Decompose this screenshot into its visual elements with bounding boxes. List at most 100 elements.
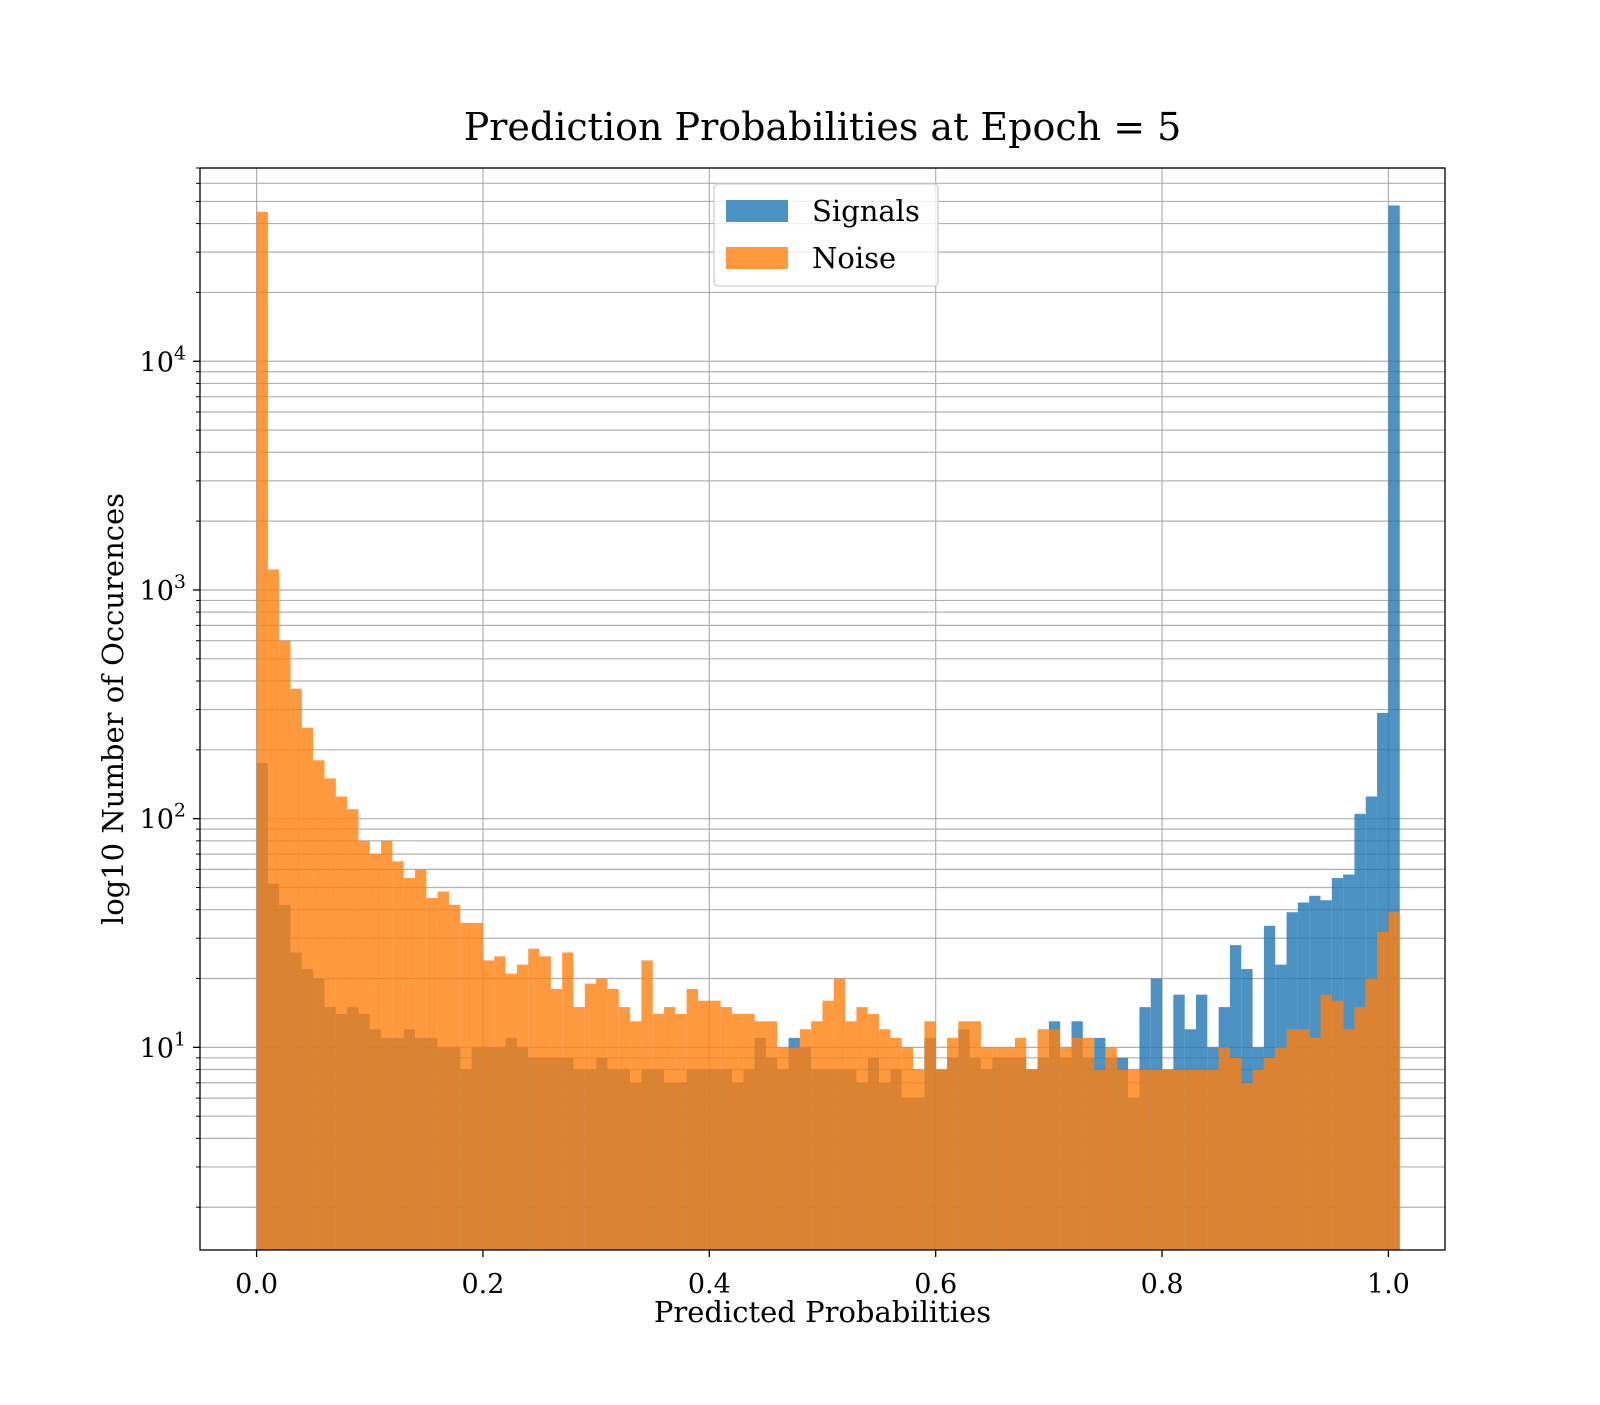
bar-noise <box>1094 1069 1106 1250</box>
x-tick-label: 0.6 <box>914 1269 957 1300</box>
plot-frame <box>199 167 1446 1251</box>
bar-noise <box>528 948 540 1250</box>
bar-noise <box>279 640 291 1250</box>
bar-noise <box>369 854 382 1250</box>
bar-noise <box>709 1000 721 1250</box>
bar-noise <box>1037 1029 1049 1250</box>
bar-noise <box>652 1013 665 1250</box>
x-axis-label: Predicted Probabilities <box>654 1295 991 1329</box>
bar-noise <box>799 1029 812 1250</box>
bar-noise <box>765 1021 778 1250</box>
chart-title: Prediction Probabilities at Epoch = 5 <box>464 105 1182 149</box>
bar-noise <box>913 1069 925 1250</box>
bar-noise <box>924 1021 936 1250</box>
bar-noise <box>562 952 574 1250</box>
bar-noise <box>392 861 404 1250</box>
bar-noise <box>1320 994 1332 1250</box>
bar-noise <box>698 1000 710 1250</box>
bar-noise <box>313 760 325 1250</box>
bar-noise <box>811 1021 823 1250</box>
x-tick-label: 1.0 <box>1367 1269 1410 1300</box>
bar-signals <box>1388 205 1400 1251</box>
axis-ticks: 0.0 0.2 0.4 0.6 0.8 1.0 101 102 103 104 <box>140 167 1410 1300</box>
bar-noise <box>1263 1057 1276 1250</box>
bar-noise <box>1377 931 1389 1250</box>
bar-noise <box>743 1013 755 1250</box>
bar-noise <box>686 988 698 1250</box>
bar-noise <box>1128 1069 1140 1250</box>
bar-noise <box>788 1047 800 1250</box>
bar-noise <box>856 1007 868 1250</box>
legend-swatch-signals <box>726 200 788 222</box>
bar-noise <box>901 1047 914 1250</box>
bar-noise <box>301 727 314 1250</box>
bar-noise <box>754 1021 766 1250</box>
bar-noise <box>607 988 619 1250</box>
bar-noise <box>347 809 359 1250</box>
bar-noise <box>494 956 506 1250</box>
bar-noise <box>1139 1069 1151 1250</box>
legend-label-noise: Noise <box>812 241 896 275</box>
bar-noise <box>1026 1069 1038 1250</box>
histogram-bars <box>256 205 1400 1251</box>
bar-noise <box>256 211 268 1251</box>
bar-noise <box>1343 1029 1355 1250</box>
bar-noise <box>324 778 336 1250</box>
bar-noise <box>290 688 302 1250</box>
bar-noise <box>449 904 461 1250</box>
bar-noise <box>1184 1069 1196 1250</box>
bar-noise <box>335 796 348 1250</box>
bar-noise <box>1286 1029 1298 1250</box>
bar-noise <box>947 1037 959 1250</box>
x-tick-label: 0.4 <box>688 1269 731 1300</box>
bar-noise <box>550 988 563 1250</box>
bar-noise <box>890 1037 902 1250</box>
bar-noise <box>867 1013 880 1250</box>
bar-noise <box>731 1013 744 1250</box>
y-tick-label: 104 <box>140 342 186 378</box>
bar-noise <box>1218 1047 1230 1250</box>
bar-noise <box>584 983 597 1250</box>
x-tick-label: 0.0 <box>235 1269 278 1300</box>
bar-noise <box>1003 1047 1015 1250</box>
bar-noise <box>777 1047 789 1250</box>
bar-noise <box>1173 1069 1185 1250</box>
bar-noise <box>403 878 416 1250</box>
bar-noise <box>1354 1007 1366 1250</box>
bar-noise <box>630 1021 642 1250</box>
bar-noise <box>1309 1037 1321 1250</box>
y-tick-label: 103 <box>140 571 186 607</box>
bar-noise <box>720 1007 732 1250</box>
legend-label-signals: Signals <box>812 194 920 228</box>
bar-noise <box>641 960 653 1250</box>
y-axis-label: log10 Number of Occurences <box>96 493 130 925</box>
legend-swatch-noise <box>726 247 788 269</box>
bar-noise <box>675 1013 687 1250</box>
bar-noise <box>482 960 495 1250</box>
bar-noise <box>1229 1057 1242 1250</box>
bar-noise <box>1331 1000 1344 1250</box>
bar-noise <box>1388 912 1400 1250</box>
bar-noise <box>1116 1069 1129 1250</box>
bar-noise <box>1060 1047 1072 1250</box>
bar-noise <box>980 1047 993 1250</box>
bar-noise <box>1082 1037 1095 1250</box>
bar-noise <box>516 964 529 1250</box>
bar-noise <box>1105 1047 1117 1250</box>
bar-noise <box>471 922 483 1250</box>
bar-noise <box>935 1069 947 1250</box>
bar-noise <box>833 978 846 1250</box>
x-tick-label: 0.8 <box>1141 1269 1184 1300</box>
bar-noise <box>1162 1069 1174 1250</box>
bar-noise <box>958 1021 970 1250</box>
bar-noise <box>1241 1082 1253 1250</box>
bar-noise <box>1365 978 1378 1250</box>
legend: Signals Noise <box>713 183 939 287</box>
y-tick-label: 101 <box>140 1028 186 1064</box>
bar-noise <box>1207 1069 1219 1250</box>
bar-noise <box>1196 1069 1208 1250</box>
bar-noise <box>596 978 608 1250</box>
bar-noise <box>1252 1069 1264 1250</box>
bar-noise <box>267 569 280 1250</box>
